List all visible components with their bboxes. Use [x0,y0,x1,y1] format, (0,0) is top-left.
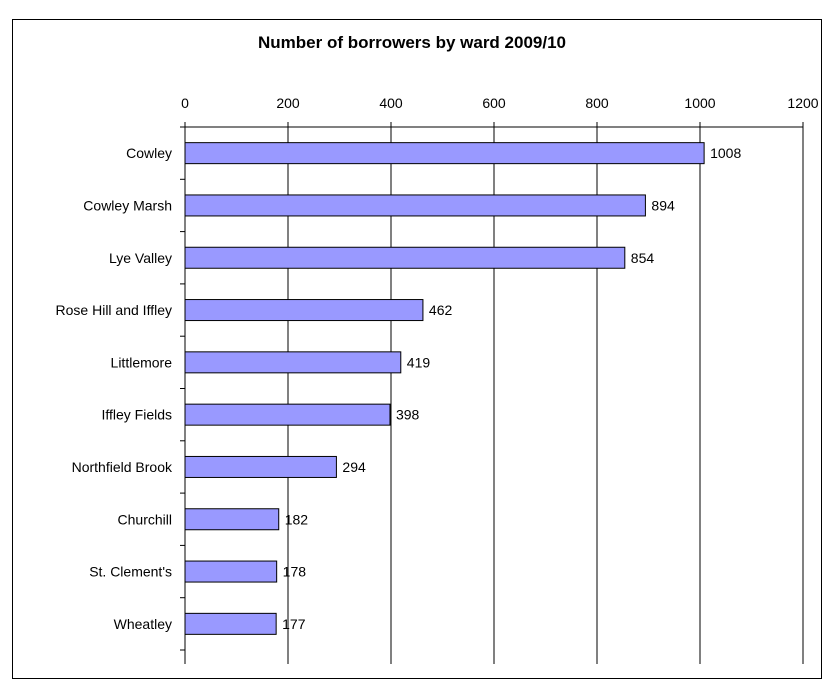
category-label-st-clement-s: St. Clement's [89,564,172,580]
category-label-rose-hill-and-iffley: Rose Hill and Iffley [56,302,172,318]
bars-layer [184,142,705,635]
labels-layer: 0 200 400 600 800 1000 1200 Cowley 1008 Cowley Ma… [56,95,819,632]
axis-layer [180,122,804,664]
x-tick-label-0: 0 [181,95,189,111]
bar-st-clement-s [184,560,278,583]
category-label-northfield-brook: Northfield Brook [72,459,173,475]
category-label-wheatley: Wheatley [114,616,172,632]
chart-title: Number of borrowers by ward 2009/10 [258,33,566,52]
x-tick-label-1000: 1000 [684,95,715,111]
bar-lye-valley [184,246,626,269]
bar-rose-hill-and-iffley [184,299,424,322]
bar-cowley-marsh [184,194,646,217]
grid-layer [185,127,804,664]
x-tick-label-1200: 1200 [787,95,818,111]
data-label-lye-valley: 854 [631,250,655,266]
data-label-churchill: 182 [285,511,309,527]
bar-northfield-brook [184,455,337,478]
category-label-cowley: Cowley [126,145,172,161]
data-label-littlemore: 419 [407,354,431,370]
data-label-northfield-brook: 294 [342,459,366,475]
x-tick-label-200: 200 [276,95,300,111]
top-strip [0,0,824,6]
category-label-littlemore: Littlemore [111,354,173,370]
bar-chart: 0 200 400 600 800 1000 1200 Cowley 1008 Cowley Ma… [56,95,819,664]
category-label-iffley-fields: Iffley Fields [101,407,172,423]
bar-wheatley [184,612,277,635]
category-label-churchill: Churchill [118,511,172,527]
category-label-cowley-marsh: Cowley Marsh [83,197,172,213]
bar-churchill [184,508,280,531]
data-label-st-clement-s: 178 [283,564,307,580]
category-label-lye-valley: Lye Valley [109,250,172,266]
data-label-cowley-marsh: 894 [651,197,675,213]
x-tick-label-800: 800 [585,95,609,111]
data-label-cowley: 1008 [710,145,741,161]
data-label-wheatley: 177 [282,616,306,632]
x-tick-label-600: 600 [482,95,506,111]
data-label-iffley-fields: 398 [396,407,420,423]
data-label-rose-hill-and-iffley: 462 [429,302,453,318]
bar-iffley-fields [184,403,391,426]
bar-littlemore [184,351,402,374]
x-tick-label-400: 400 [379,95,403,111]
bar-cowley [184,142,705,165]
